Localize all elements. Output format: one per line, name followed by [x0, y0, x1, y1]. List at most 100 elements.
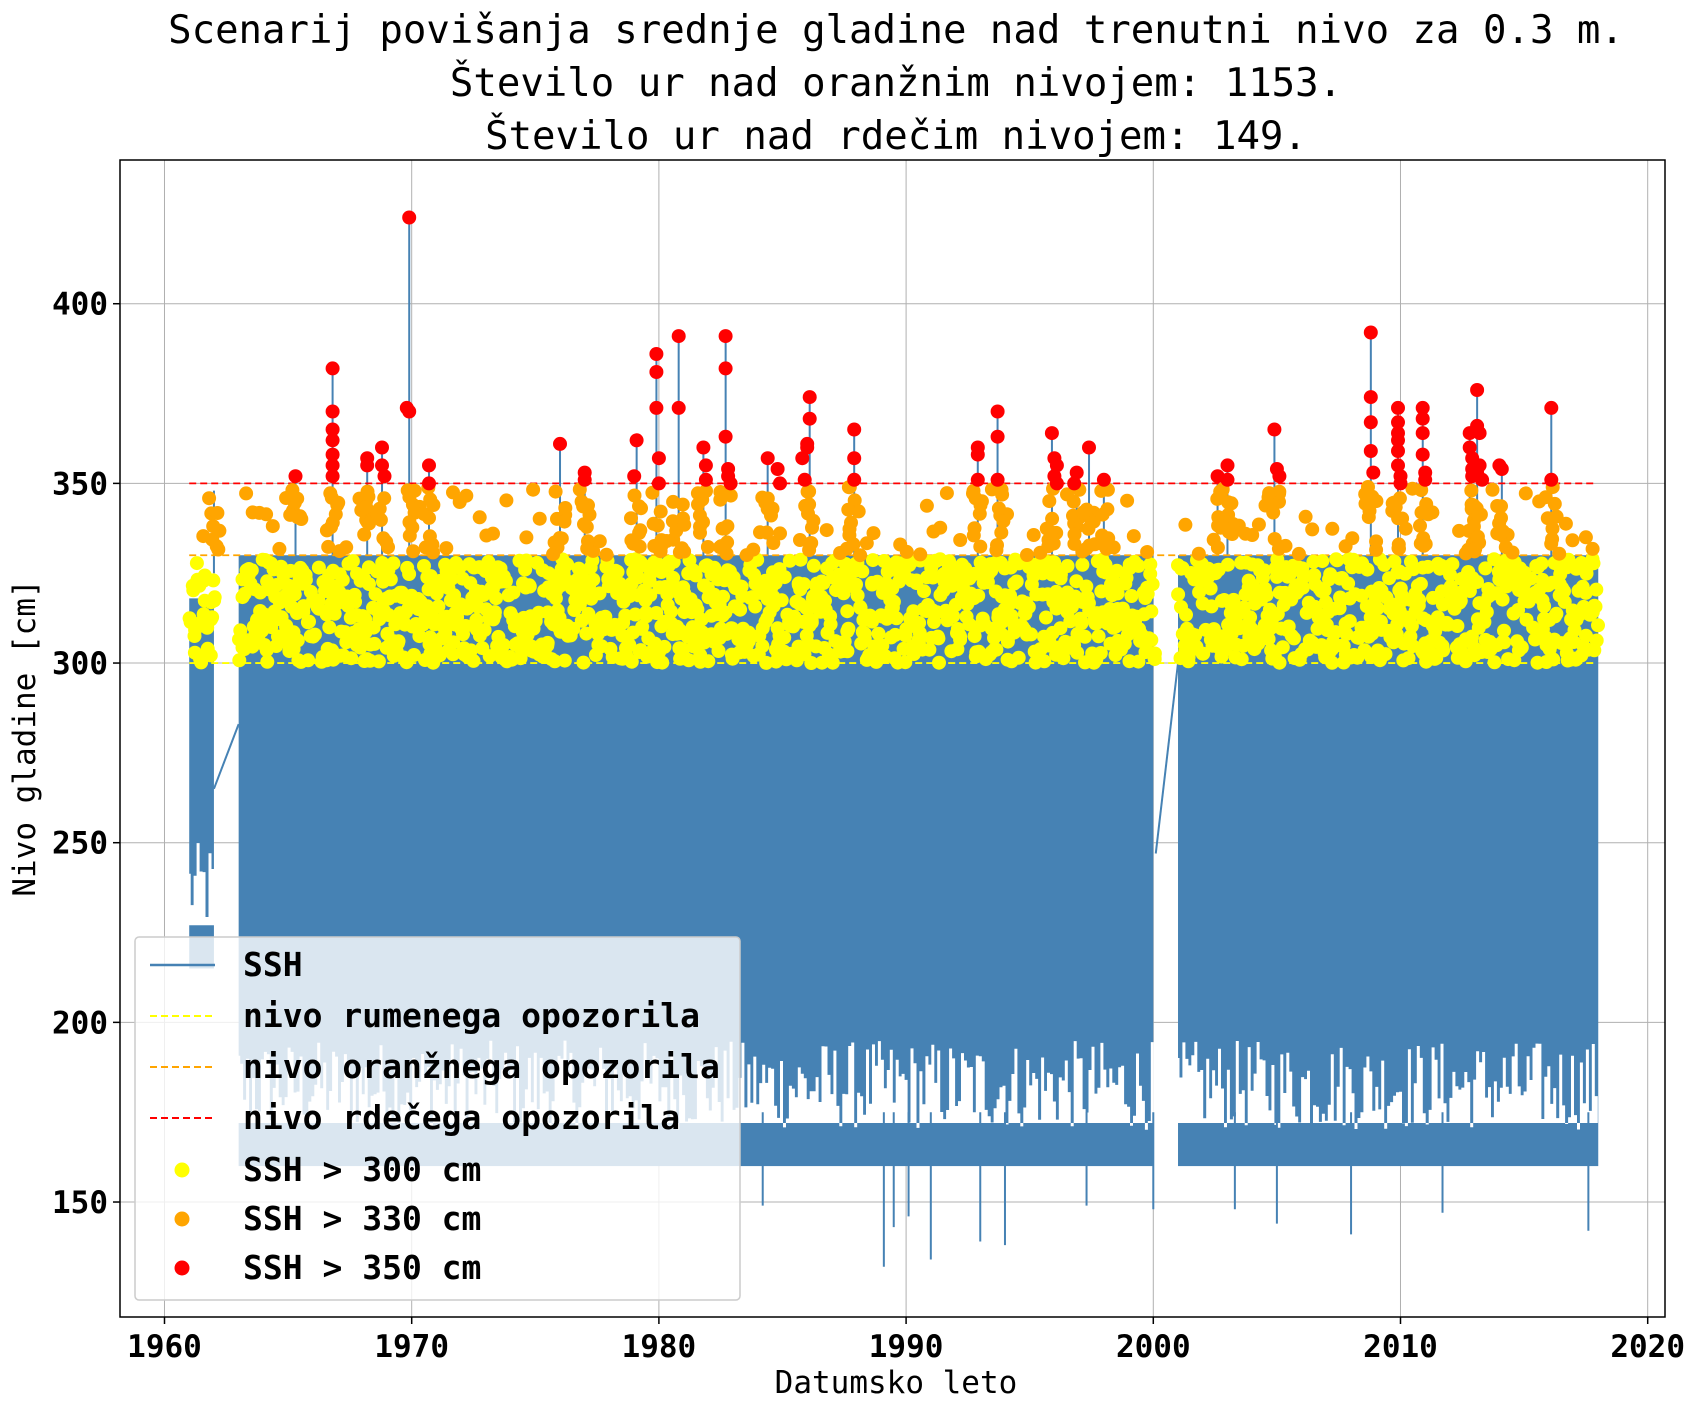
y-tick-label: 300 — [52, 646, 108, 682]
point-ssh-over-330 — [206, 519, 221, 534]
point-ssh-over-330 — [1414, 505, 1429, 520]
point-ssh-over-300 — [1537, 599, 1552, 614]
point-ssh-over-350 — [1544, 400, 1559, 415]
point-ssh-over-350 — [1415, 447, 1430, 462]
point-ssh-over-300 — [446, 647, 460, 662]
point-ssh-over-300 — [1074, 616, 1089, 631]
point-ssh-over-300 — [1496, 634, 1511, 649]
point-ssh-over-330 — [425, 537, 440, 552]
point-ssh-over-300 — [777, 570, 792, 585]
point-ssh-over-330 — [1565, 533, 1580, 548]
point-ssh-over-300 — [1261, 632, 1276, 646]
point-ssh-over-350 — [627, 469, 642, 484]
point-ssh-over-330 — [1042, 494, 1057, 509]
point-ssh-over-330 — [1140, 545, 1155, 559]
point-ssh-over-300 — [431, 599, 446, 614]
point-ssh-over-350 — [651, 451, 666, 466]
point-ssh-over-300 — [1203, 581, 1218, 596]
point-ssh-over-330 — [1278, 538, 1293, 553]
point-ssh-over-300 — [1021, 600, 1036, 614]
ssh-over-330-points — [196, 480, 1600, 563]
point-ssh-over-300 — [450, 609, 464, 624]
point-ssh-over-300 — [463, 643, 478, 658]
point-ssh-over-330 — [381, 540, 395, 555]
point-ssh-over-330 — [691, 497, 705, 512]
point-ssh-over-330 — [1082, 538, 1097, 553]
point-ssh-over-300 — [206, 573, 221, 588]
point-ssh-over-350 — [1267, 422, 1282, 437]
point-ssh-over-300 — [205, 610, 220, 625]
point-ssh-over-330 — [272, 541, 287, 556]
point-ssh-over-350 — [970, 447, 985, 462]
point-ssh-over-330 — [1464, 483, 1479, 498]
point-ssh-over-300 — [922, 642, 937, 657]
point-ssh-over-330 — [968, 491, 983, 506]
point-ssh-over-300 — [1557, 584, 1571, 599]
y-tick-label: 400 — [52, 287, 108, 323]
point-ssh-over-330 — [1505, 545, 1520, 560]
point-ssh-over-300 — [1037, 654, 1052, 669]
point-ssh-over-300 — [1259, 588, 1274, 602]
point-ssh-over-350 — [802, 411, 817, 426]
point-ssh-over-350 — [1363, 390, 1378, 405]
point-ssh-over-330 — [599, 547, 614, 562]
point-ssh-over-300 — [865, 553, 880, 568]
point-ssh-over-330 — [459, 488, 474, 503]
point-ssh-over-330 — [919, 498, 934, 513]
point-ssh-over-300 — [298, 568, 313, 582]
point-ssh-over-300 — [344, 651, 359, 666]
point-ssh-over-300 — [327, 606, 342, 621]
point-ssh-over-300 — [444, 571, 459, 586]
point-ssh-over-330 — [1518, 486, 1533, 501]
point-ssh-over-300 — [1024, 627, 1038, 642]
point-ssh-over-350 — [1391, 444, 1405, 458]
point-ssh-over-300 — [487, 608, 502, 623]
point-ssh-over-330 — [913, 547, 928, 562]
point-ssh-over-300 — [741, 634, 756, 648]
point-ssh-over-330 — [557, 514, 572, 529]
point-ssh-over-300 — [1226, 592, 1241, 607]
point-ssh-over-300 — [793, 552, 808, 567]
point-ssh-over-330 — [319, 523, 334, 538]
point-ssh-over-330 — [359, 500, 374, 515]
point-ssh-over-300 — [423, 630, 438, 645]
point-ssh-over-330 — [939, 486, 954, 501]
point-ssh-over-350 — [800, 440, 815, 455]
point-ssh-over-300 — [1110, 586, 1125, 601]
point-ssh-over-300 — [688, 568, 703, 583]
point-ssh-over-300 — [557, 653, 572, 668]
point-ssh-over-300 — [498, 573, 513, 588]
point-ssh-over-330 — [1224, 496, 1239, 511]
point-ssh-over-300 — [1514, 639, 1529, 654]
point-ssh-over-300 — [1220, 557, 1235, 572]
ssh-lower-envelope — [187, 843, 215, 926]
point-ssh-over-350 — [970, 472, 985, 487]
point-ssh-over-300 — [482, 649, 497, 664]
legend-marker-orange — [174, 1211, 190, 1227]
point-ssh-over-330 — [991, 501, 1006, 516]
point-ssh-over-300 — [622, 637, 637, 652]
point-ssh-over-350 — [553, 436, 567, 451]
point-ssh-over-330 — [265, 519, 280, 534]
point-ssh-over-330 — [554, 531, 569, 546]
point-ssh-over-300 — [1315, 554, 1330, 569]
point-ssh-over-330 — [804, 536, 819, 550]
point-ssh-over-350 — [375, 458, 389, 473]
point-ssh-over-300 — [796, 577, 811, 592]
point-ssh-over-350 — [422, 476, 436, 491]
point-ssh-over-330 — [624, 511, 638, 526]
point-ssh-over-300 — [1143, 557, 1158, 572]
x-axis-label: Datumsko leto — [775, 1365, 1018, 1401]
point-ssh-over-350 — [760, 451, 775, 466]
point-ssh-over-300 — [347, 587, 362, 602]
title-line-2: Število ur nad oranžnim nivojem: 1153. — [450, 59, 1342, 106]
point-ssh-over-300 — [576, 655, 591, 670]
point-ssh-over-330 — [486, 526, 500, 541]
point-ssh-over-300 — [489, 591, 503, 606]
point-ssh-over-300 — [1243, 610, 1258, 625]
point-ssh-over-330 — [953, 533, 968, 547]
point-ssh-over-330 — [259, 507, 274, 522]
point-ssh-over-300 — [1269, 569, 1284, 584]
point-ssh-over-300 — [386, 556, 401, 571]
legend-box — [134, 936, 741, 1301]
